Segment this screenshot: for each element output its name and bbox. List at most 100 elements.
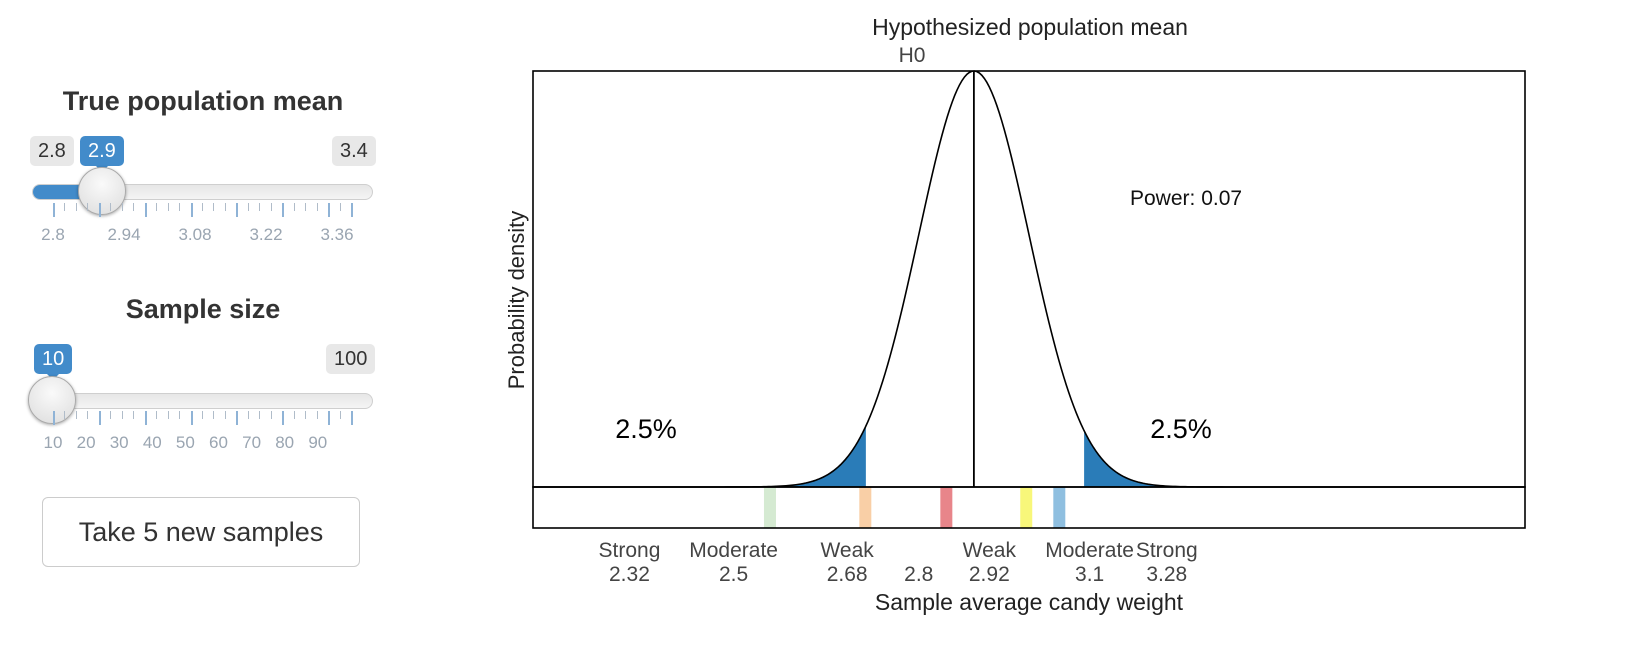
sample-size-slider-tick (202, 411, 203, 419)
sample-mean-mark (940, 487, 953, 528)
take-new-samples-button[interactable]: Take 5 new samples (42, 497, 360, 567)
true-mean-slider-tick-label: 3.08 (178, 225, 212, 244)
x-tick-category: Weak (820, 539, 874, 562)
true-mean-slider-tick (351, 203, 353, 217)
sample-size-slider-tick-label: 50 (175, 433, 195, 452)
sample-size-slider-tick (121, 411, 123, 419)
true-mean-slider-tick (110, 203, 112, 211)
sample-size-slider-tick (144, 411, 147, 425)
x-tick-value: 2.32 (609, 563, 650, 586)
true-mean-slider-ticks: 2.8 2.94 3.08 3.22 3.36 (28, 203, 378, 244)
sample-size-slider-tick (328, 411, 331, 425)
sample-size-value-badge: 10 (34, 344, 73, 380)
x-tick-value: 3.28 (1146, 563, 1187, 586)
x-tick-value: 2.8 (904, 563, 933, 586)
true-mean-slider-tick (144, 203, 147, 217)
sample-size-slider-tick (236, 411, 239, 425)
sample-size-slider-tick (270, 411, 272, 419)
true-mean-max-badge: 3.4 (332, 136, 376, 166)
power-text: Power: 0.07 (1130, 187, 1242, 210)
lower-tail-label: 2.5% (615, 414, 677, 444)
sample-size-slider-title: Sample size (125, 294, 281, 324)
true-mean-slider-tick (305, 203, 307, 211)
sample-size-slider-tick-label: 60 (209, 433, 228, 452)
x-tick-category: Weak (963, 539, 1017, 562)
chart-title: Hypothesized population mean (872, 14, 1188, 40)
sample-size-slider-tick (259, 411, 261, 419)
true-mean-min-badge: 2.8 (30, 136, 74, 166)
lower-tail-area (533, 426, 866, 487)
true-mean-slider-tick (133, 203, 135, 211)
sample-size-slider-tick (110, 411, 112, 419)
true-mean-slider-tick (247, 203, 249, 211)
true-mean-slider-tick (190, 203, 193, 217)
y-axis-label: Probability density (504, 211, 529, 390)
x-tick-value: 2.68 (827, 563, 868, 586)
sample-size-slider-tick (213, 411, 215, 419)
x-tick-category: Moderate (689, 539, 778, 562)
sample-size-slider-tick-label: 30 (109, 433, 129, 452)
sample-size-slider-tick (64, 411, 66, 419)
true-mean-slider-tick (270, 203, 272, 211)
true-mean-slider-handle[interactable] (78, 167, 126, 215)
upper-tail-area (1084, 430, 1525, 487)
x-tick-value: 3.1 (1075, 563, 1104, 586)
sample-size-slider-tick-label: 80 (275, 433, 295, 452)
sample-size-slider-tick-label: 10 (43, 433, 63, 452)
sample-size-slider-tick-label: 20 (76, 433, 96, 452)
true-mean-slider-tick (328, 203, 331, 217)
true-mean-slider-tick (179, 203, 181, 211)
sample-size-slider-tick (167, 411, 169, 419)
x-tick-category: Strong (599, 539, 661, 562)
sample-mean-mark (1020, 487, 1033, 528)
sample-size-slider-tick (133, 411, 135, 419)
true-mean-slider-tick (236, 203, 239, 217)
sample-size-slider-tick-label: 40 (142, 433, 162, 452)
sample-size-slider-ticks: 10 20 30 40 50 60 70 80 90 (28, 411, 378, 452)
true-mean-slider-tick (282, 203, 285, 217)
h0-label: H0 (899, 44, 926, 67)
true-mean-slider-tick (156, 203, 158, 211)
density-curve (533, 70, 1525, 488)
sample-size-slider-tick (247, 411, 249, 419)
true-mean-slider-tick (167, 203, 169, 211)
sample-size-slider-tick-label: 90 (308, 433, 328, 452)
true-mean-slider-tick (316, 203, 318, 211)
true-mean-slider-title: True population mean (62, 86, 344, 116)
true-mean-slider-tick (259, 203, 261, 211)
true-mean-slider-tick (87, 203, 89, 211)
sample-size-slider-tick (293, 411, 295, 419)
sample-size-slider-tick (224, 411, 226, 419)
x-tick-category: Moderate (1045, 539, 1134, 562)
x-tick-category: Strong (1136, 539, 1198, 562)
sample-size-slider-tick (351, 411, 353, 425)
true-mean-slider-tick (98, 203, 101, 217)
sample-size-slider-tick-label: 70 (242, 433, 262, 452)
true-mean-slider-tick (202, 203, 203, 211)
x-tick-value: 2.5 (719, 563, 748, 586)
sample-size-slider-tick (156, 411, 158, 419)
sample-size-slider-tick (75, 411, 77, 419)
sample-size-slider-tick (190, 411, 193, 425)
upper-tail-label: 2.5% (1150, 414, 1212, 444)
sample-size-slider-tick (305, 411, 307, 419)
sample-size-slider-tick (339, 411, 341, 419)
true-mean-slider-tick (224, 203, 226, 211)
true-mean-slider-tick-label: 3.22 (249, 225, 283, 244)
sample-mean-mark (859, 487, 872, 528)
sample-size-slider-tick (179, 411, 181, 419)
sample-size-slider-tick (53, 411, 55, 425)
true-mean-slider-tick (293, 203, 295, 211)
sample-mean-mark (1053, 487, 1066, 528)
sample-strip-frame (532, 486, 1526, 529)
x-tick-value: 2.92 (969, 563, 1010, 586)
true-mean-slider-tick (213, 203, 215, 211)
true-mean-slider-tick (75, 203, 77, 211)
true-mean-value-badge: 2.9 (80, 136, 124, 172)
true-mean-slider-tick-label: 3.36 (320, 225, 354, 244)
true-mean-slider-tick-label: 2.94 (107, 225, 141, 244)
sample-size-slider-tick (98, 411, 101, 425)
sample-size-slider-handle[interactable] (28, 376, 76, 424)
x-axis-label: Sample average candy weight (875, 589, 1184, 615)
